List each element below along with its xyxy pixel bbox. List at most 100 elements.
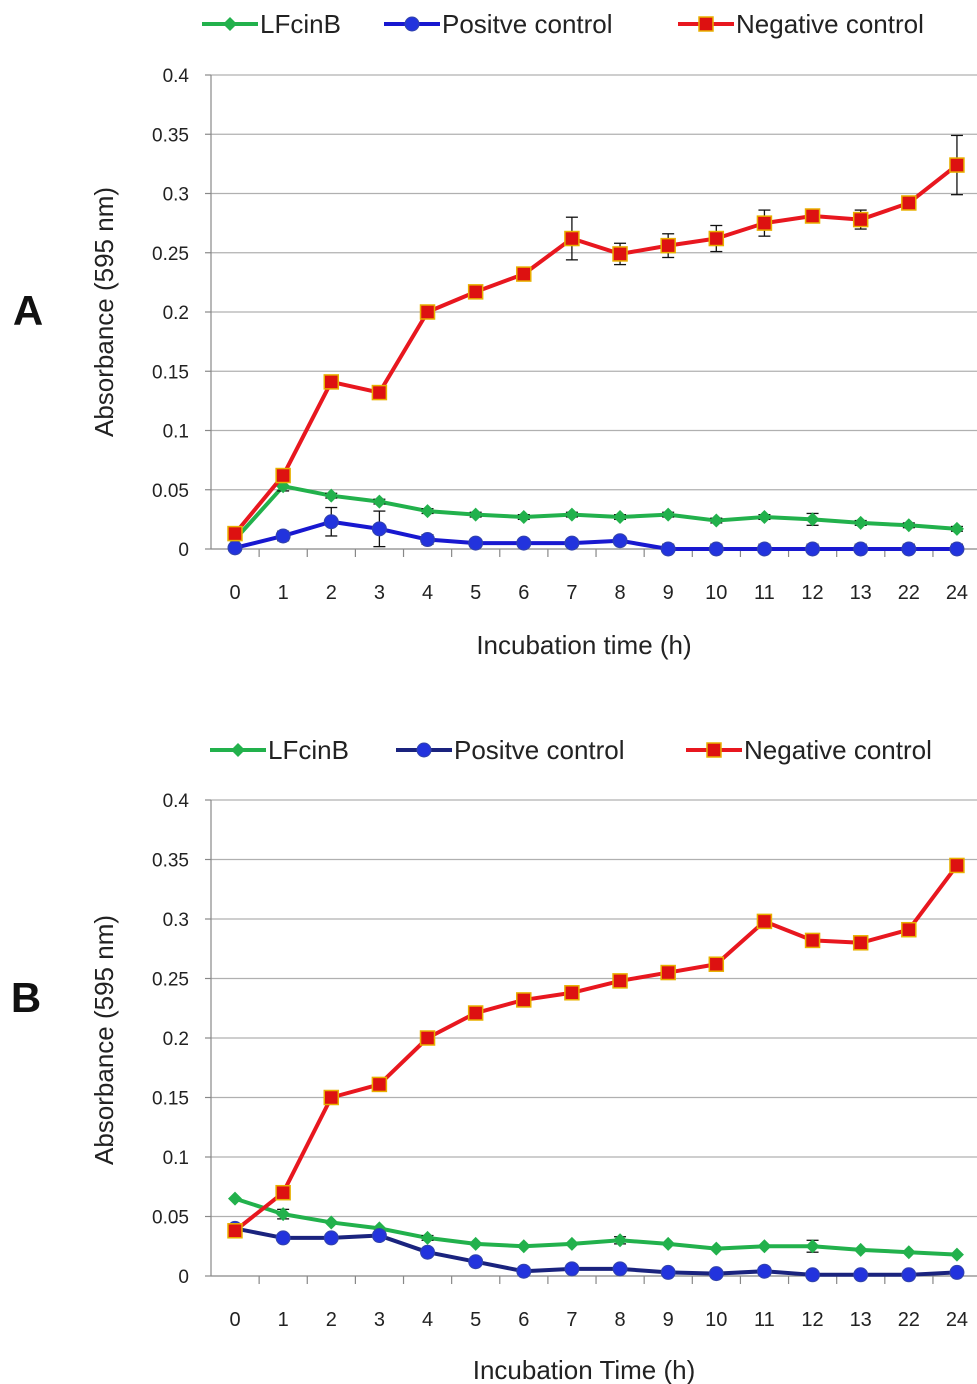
- data-point: [901, 541, 917, 557]
- x-tick-label: 10: [705, 1309, 727, 1331]
- data-point: [757, 510, 772, 525]
- data-point: [372, 494, 387, 509]
- y-tick-label: 0.35: [152, 851, 189, 872]
- data-point: [852, 211, 869, 228]
- data-point: [613, 1233, 628, 1248]
- data-point: [949, 1247, 964, 1262]
- series-line: [233, 864, 959, 1233]
- data-point: [227, 1223, 243, 1239]
- data-point: [949, 1264, 965, 1280]
- series-line: [234, 1226, 958, 1277]
- y-tick-label: 0.4: [163, 66, 190, 87]
- data-point: [275, 467, 291, 484]
- x-tick-label: 12: [801, 582, 823, 604]
- x-tick-label: 2: [326, 1309, 337, 1331]
- legend-item: Positve control: [396, 735, 625, 765]
- x-tick-label: 13: [850, 582, 872, 604]
- data-point: [901, 921, 917, 938]
- legend-label: LFcinB: [260, 9, 341, 39]
- series-negative-control: [227, 134, 965, 542]
- x-tick-label: 4: [422, 1309, 433, 1331]
- data-point: [227, 540, 243, 556]
- data-point: [805, 541, 821, 557]
- legend-marker: [698, 16, 714, 32]
- data-point: [371, 384, 388, 401]
- x-tick-label: 5: [470, 582, 481, 604]
- data-point: [804, 932, 821, 949]
- data-point: [564, 230, 580, 247]
- y-tick-label: 0.4: [163, 791, 190, 812]
- x-tick-label: 22: [898, 1309, 920, 1331]
- data-point: [371, 521, 387, 537]
- x-tick-label: 9: [663, 582, 674, 604]
- legend-marker: [223, 17, 237, 31]
- data-point: [709, 1241, 724, 1256]
- y-tick-label: 0.15: [152, 1089, 189, 1110]
- data-point: [661, 1236, 676, 1251]
- data-point: [660, 541, 676, 557]
- data-point: [949, 857, 965, 874]
- data-point: [275, 528, 291, 544]
- data-point: [275, 1184, 291, 1201]
- data-point: [324, 488, 339, 503]
- legend-label: Negative control: [744, 735, 932, 765]
- x-axis-title: Incubation Time (h): [473, 1355, 696, 1384]
- y-tick-label: 0.05: [152, 481, 189, 502]
- data-point: [612, 246, 628, 262]
- data-point: [612, 973, 628, 989]
- x-tick-label: 6: [518, 1309, 529, 1331]
- data-point: [853, 515, 868, 530]
- x-tick-label: 8: [614, 1309, 625, 1331]
- data-point: [901, 518, 916, 533]
- chart-panel-b: 00.050.10.150.20.250.30.350.40 1 2 3 4 5 6 7 8 9 1…: [11, 735, 977, 1384]
- legend-marker: [706, 742, 722, 758]
- data-point: [420, 532, 436, 548]
- series-line: [234, 1196, 958, 1257]
- data-point: [516, 510, 531, 525]
- data-point: [949, 157, 965, 173]
- x-tick-label: 24: [946, 1309, 968, 1331]
- y-axis-title: Absorbance (595 nm): [89, 187, 119, 437]
- x-tick-label: 3: [374, 1309, 385, 1331]
- y-axis-title: Absorbance (595 nm): [89, 915, 119, 1165]
- series-line: [233, 163, 959, 535]
- data-point: [564, 1236, 579, 1251]
- data-point: [323, 1230, 339, 1246]
- data-point: [228, 1191, 242, 1206]
- legend-marker: [231, 743, 245, 757]
- data-point: [323, 1089, 340, 1106]
- data-point: [516, 535, 532, 551]
- data-point: [756, 913, 773, 930]
- data-point: [901, 1267, 917, 1283]
- data-point: [660, 237, 676, 254]
- x-tick-label: 12: [801, 1309, 823, 1331]
- data-point: [516, 992, 532, 1008]
- data-point: [468, 1236, 483, 1251]
- y-tick-label: 0.3: [163, 910, 189, 931]
- x-tick-label: 8: [614, 582, 625, 604]
- data-point: [660, 1264, 676, 1280]
- series-lfcinb: [228, 1191, 964, 1262]
- data-point: [949, 541, 965, 557]
- y-tick-label: 0.05: [152, 1208, 189, 1229]
- y-tick-label: 0.1: [163, 422, 189, 443]
- x-tick-label: 4: [422, 582, 433, 604]
- data-point: [613, 510, 628, 525]
- legend-marker: [416, 742, 432, 758]
- x-tick-label: 0: [229, 1309, 240, 1331]
- data-point: [324, 1215, 339, 1230]
- data-point: [708, 1266, 724, 1282]
- x-tick-label: 0: [229, 582, 240, 604]
- x-tick-label: 11: [754, 582, 775, 604]
- y-tick-label: 0.1: [163, 1148, 189, 1169]
- data-point: [708, 541, 724, 557]
- data-point: [227, 525, 243, 542]
- series-positve-control: [227, 1220, 965, 1283]
- data-point: [419, 304, 436, 320]
- data-point: [709, 513, 724, 528]
- x-tick-label: 2: [326, 582, 337, 604]
- data-point: [323, 374, 340, 390]
- data-point: [371, 1076, 388, 1093]
- data-point: [853, 1242, 868, 1257]
